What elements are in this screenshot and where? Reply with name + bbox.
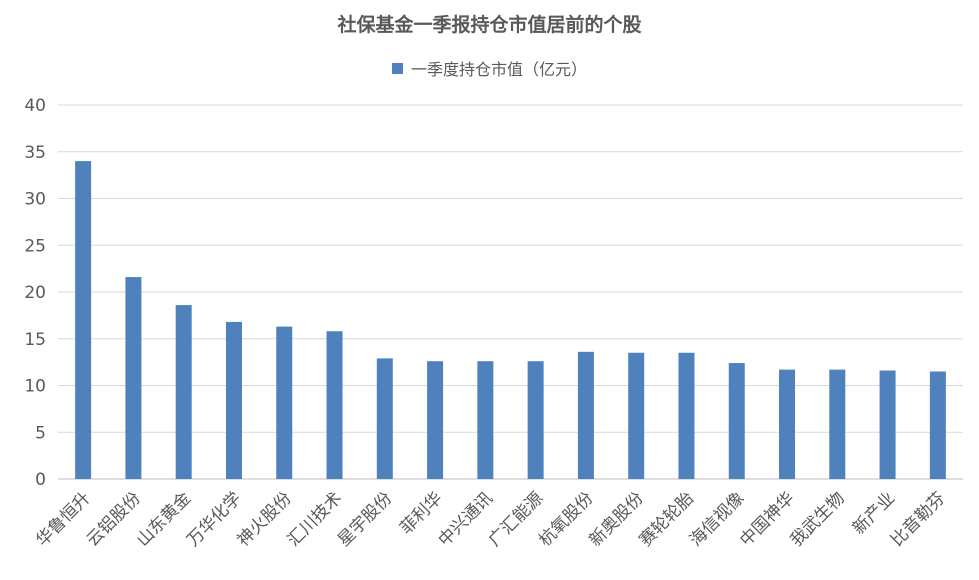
y-tick-label: 20 xyxy=(24,283,46,303)
bar xyxy=(628,352,645,479)
y-tick-label: 15 xyxy=(24,330,46,350)
bar xyxy=(225,321,242,479)
bar xyxy=(779,369,796,479)
bar xyxy=(728,363,745,479)
x-tick-label: 星宇股份 xyxy=(334,488,396,550)
x-tick-label: 华鲁恒升 xyxy=(32,488,94,550)
bar xyxy=(929,371,946,479)
y-tick-label: 10 xyxy=(24,377,46,397)
bar xyxy=(477,361,494,479)
y-tick-label: 40 xyxy=(24,96,46,116)
x-tick-label: 广汇能源 xyxy=(485,488,547,550)
x-tick-label: 万华化学 xyxy=(183,488,245,550)
bar xyxy=(879,370,896,479)
bar xyxy=(276,326,293,479)
y-tick-label: 5 xyxy=(35,423,46,443)
x-tick-label: 比音勒芬 xyxy=(887,488,949,550)
y-tick-label: 0 xyxy=(35,470,46,490)
legend-swatch xyxy=(391,63,403,74)
bar xyxy=(829,369,846,479)
x-tick-label: 中兴通讯 xyxy=(435,488,497,550)
x-tick-label: 汇川技术 xyxy=(284,488,346,550)
x-tick-label: 神火股份 xyxy=(234,488,296,550)
x-tick-label: 中国神华 xyxy=(736,488,798,550)
x-tick-label: 新奥股份 xyxy=(586,488,648,550)
x-tick-label: 海信视像 xyxy=(686,488,748,550)
x-tick-label: 杭氧股份 xyxy=(535,488,597,550)
bar xyxy=(577,351,594,479)
legend: 一季度持仓市值（亿元） xyxy=(0,56,979,80)
legend-label: 一季度持仓市值（亿元） xyxy=(410,60,587,79)
x-tick-label: 赛轮轮胎 xyxy=(635,488,698,551)
x-tick-label: 我武生物 xyxy=(787,488,849,550)
y-tick-label: 35 xyxy=(24,143,46,163)
bar xyxy=(326,331,343,479)
bar xyxy=(427,361,444,479)
chart-title: 社保基金一季报持仓市值居前的个股 xyxy=(337,14,642,36)
y-tick-label: 30 xyxy=(24,190,46,210)
y-tick-label: 25 xyxy=(24,236,46,256)
bar xyxy=(376,358,393,479)
bar xyxy=(527,361,544,479)
x-tick-label: 山东黄金 xyxy=(133,488,195,550)
bar xyxy=(125,277,142,479)
bar xyxy=(75,161,92,479)
bar xyxy=(175,305,192,479)
bar xyxy=(678,352,695,479)
x-tick-label: 云铝股份 xyxy=(83,488,145,550)
